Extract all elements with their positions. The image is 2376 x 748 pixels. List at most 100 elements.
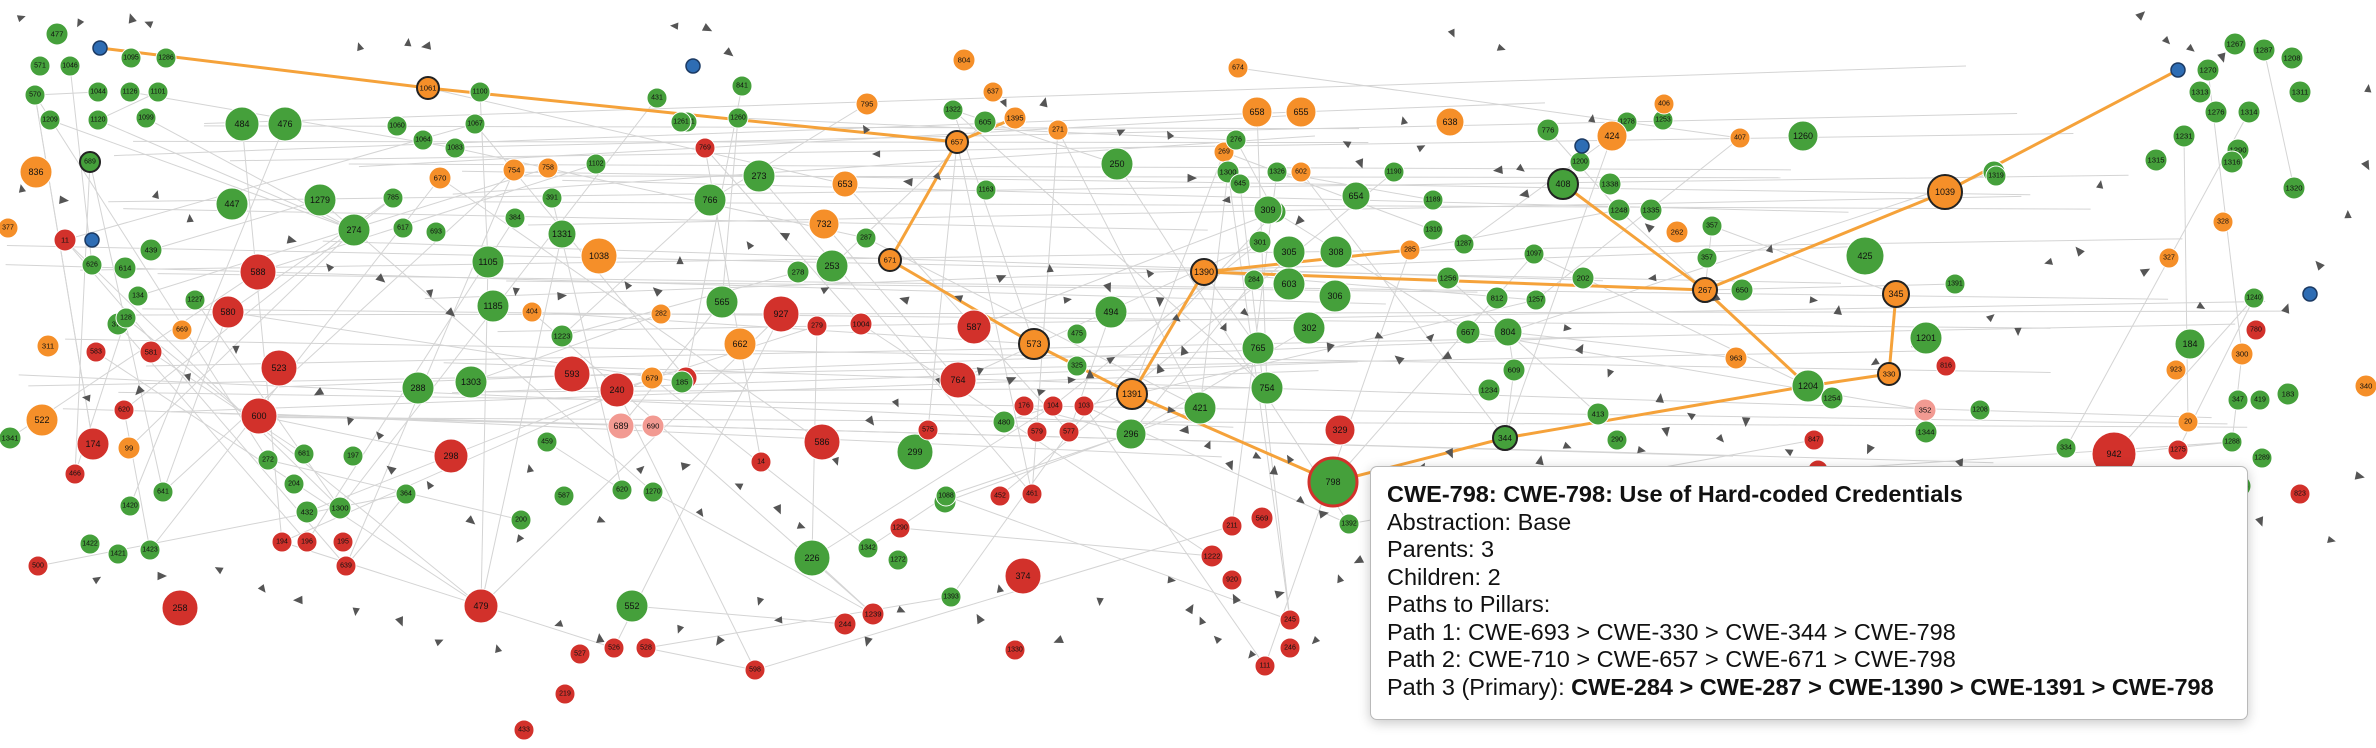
cwe-node-circle[interactable] (328, 496, 352, 520)
cwe-node-circle[interactable] (79, 151, 101, 173)
cwe-node-circle[interactable] (386, 115, 408, 137)
cwe-node-circle[interactable] (1004, 557, 1042, 595)
cwe-node-598[interactable]: 598 (744, 659, 766, 681)
cwe-node-circle[interactable] (513, 719, 535, 741)
cwe-node-447[interactable]: 447 (215, 187, 249, 221)
cwe-node-circle[interactable] (87, 81, 109, 103)
cwe-node-circle[interactable] (607, 412, 635, 440)
cwe-node-circle[interactable] (332, 531, 354, 553)
cwe-node-1275[interactable]: 1275 (2167, 439, 2189, 461)
cwe-node-circle[interactable] (935, 485, 957, 507)
cwe-node-1099[interactable]: 1099 (135, 107, 157, 129)
cwe-node-195[interactable]: 195 (332, 531, 354, 553)
cwe-node-circle[interactable] (1455, 319, 1481, 345)
cwe-node-circle[interactable] (1066, 323, 1088, 345)
cwe-node-273[interactable]: 273 (742, 159, 776, 193)
pillar-node[interactable] (2302, 286, 2318, 302)
cwe-node-circle[interactable] (1485, 286, 1509, 310)
cwe-node-circle[interactable] (1935, 355, 1957, 377)
cwe-node-circle[interactable] (171, 319, 193, 341)
cwe-node-circle[interactable] (861, 602, 885, 626)
cwe-node-circle[interactable] (428, 166, 452, 190)
cwe-node-812[interactable]: 812 (1485, 286, 1509, 310)
cwe-node-circle[interactable] (1547, 168, 1579, 200)
cwe-node-1231[interactable]: 1231 (2172, 124, 2196, 148)
cwe-node-circle[interactable] (79, 533, 101, 555)
cwe-node-384[interactable]: 384 (504, 207, 526, 229)
cwe-node-circle[interactable] (1477, 378, 1501, 402)
cwe-node-1267[interactable]: 1267 (2223, 32, 2247, 56)
cwe-node-776[interactable]: 776 (1536, 118, 1560, 142)
cwe-node-circle[interactable] (382, 187, 404, 209)
cwe-node-1222[interactable]: 1222 (1200, 544, 1224, 568)
cwe-node-804[interactable]: 804 (952, 48, 976, 72)
cwe-node-1331[interactable]: 1331 (547, 219, 577, 249)
cwe-node-circle[interactable] (395, 483, 417, 505)
cwe-node-1039[interactable]: 1039 (1927, 174, 1963, 210)
cwe-node-526[interactable]: 526 (603, 637, 625, 659)
cwe-node-1067[interactable]: 1067 (464, 113, 486, 135)
cwe-node-circle[interactable] (1696, 247, 1718, 269)
cwe-node-404[interactable]: 404 (521, 301, 543, 323)
cwe-node-circle[interactable] (1042, 395, 1064, 417)
cwe-node-circle[interactable] (1279, 609, 1301, 631)
cwe-node-circle[interactable] (855, 92, 879, 116)
cwe-node-1423[interactable]: 1423 (139, 539, 161, 561)
cwe-node-circle[interactable] (139, 238, 163, 262)
cwe-node-circle[interactable] (412, 129, 434, 151)
cwe-node-circle[interactable] (113, 399, 135, 421)
cwe-node-circle[interactable] (0, 217, 19, 239)
cwe-node-circle[interactable] (2289, 483, 2311, 505)
cwe-node-circle[interactable] (742, 159, 776, 193)
cwe-node-419[interactable]: 419 (2249, 389, 2271, 411)
cwe-node-circle[interactable] (510, 509, 532, 531)
cwe-node-circle[interactable] (1272, 235, 1306, 269)
cwe-node-1185[interactable]: 1185 (476, 289, 510, 323)
cwe-node-circle[interactable] (585, 153, 607, 175)
cwe-node-circle[interactable] (599, 372, 635, 408)
cwe-node-600[interactable]: 600 (240, 397, 278, 435)
cwe-node-407[interactable]: 407 (1729, 127, 1751, 149)
cwe-node-1088[interactable]: 1088 (935, 485, 957, 507)
cwe-node-circle[interactable] (1253, 195, 1283, 225)
cwe-node-circle[interactable] (1221, 515, 1243, 537)
cwe-node-circle[interactable] (1453, 233, 1475, 255)
cwe-node-circle[interactable] (786, 260, 810, 284)
cwe-node-circle[interactable] (24, 84, 46, 106)
cwe-node-1314[interactable]: 1314 (2237, 100, 2261, 124)
cwe-node-circle[interactable] (887, 549, 909, 571)
cwe-node-circle[interactable] (1596, 120, 1628, 152)
cwe-node-circle[interactable] (107, 543, 129, 565)
cwe-node-circle[interactable] (956, 309, 992, 345)
cwe-node-circle[interactable] (1003, 106, 1027, 130)
cwe-node-14[interactable]: 14 (750, 451, 772, 473)
cwe-node-308[interactable]: 308 (1319, 235, 1353, 269)
cwe-node-653[interactable]: 653 (831, 170, 859, 198)
cwe-node-circle[interactable] (337, 213, 371, 247)
cwe-node-circle[interactable] (611, 479, 633, 501)
cwe-node-circle[interactable] (1290, 161, 1312, 183)
cwe-node-219[interactable]: 219 (554, 683, 576, 705)
cwe-node-circle[interactable] (833, 612, 857, 636)
cwe-node-circle[interactable] (211, 295, 245, 329)
cwe-node-104[interactable]: 104 (1042, 395, 1064, 417)
cwe-node-circle[interactable] (155, 47, 177, 69)
cwe-node-circle[interactable] (1493, 317, 1523, 347)
cwe-node-588[interactable]: 588 (239, 253, 277, 291)
cwe-node-circle[interactable] (1018, 328, 1050, 360)
cwe-node-circle[interactable] (1248, 230, 1272, 254)
cwe-node-267[interactable]: 267 (1692, 277, 1718, 303)
cwe-node-128[interactable]: 128 (115, 307, 137, 329)
cwe-node-204[interactable]: 204 (283, 473, 305, 495)
cwe-node-754b[interactable]: 754 (1250, 371, 1284, 405)
cwe-node-circle[interactable] (401, 371, 435, 405)
cwe-node-329[interactable]: 329 (1324, 414, 1356, 446)
cwe-node-circle[interactable] (45, 22, 69, 46)
cwe-node-circle[interactable] (120, 47, 142, 69)
cwe-node-circle[interactable] (1279, 637, 1301, 659)
cwe-node-circle[interactable] (469, 81, 491, 103)
cwe-node-circle[interactable] (260, 349, 298, 387)
cwe-node-285[interactable]: 285 (1399, 239, 1421, 261)
cwe-node-circle[interactable] (1183, 391, 1217, 425)
cwe-node-288[interactable]: 288 (401, 371, 435, 405)
